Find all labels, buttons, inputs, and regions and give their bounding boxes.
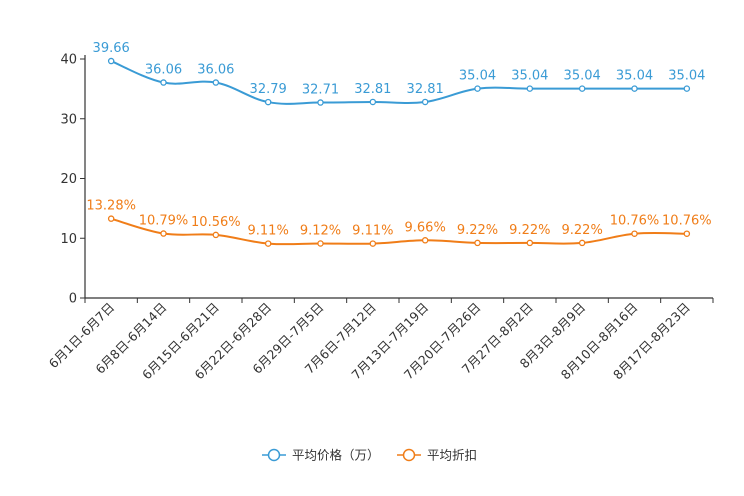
y-tick-label: 0 (69, 292, 77, 307)
legend-label: 平均折扣 (427, 448, 477, 463)
data-point-0-11[interactable] (683, 85, 691, 92)
data-label-0-9: 35.04 (564, 69, 601, 84)
data-point-0-8[interactable] (526, 85, 534, 92)
data-point-1-6[interactable] (421, 237, 429, 244)
data-label-0-8: 35.04 (511, 69, 548, 84)
legend-marker-icon (402, 448, 416, 462)
data-point-1-2[interactable] (212, 231, 220, 239)
legend[interactable]: 平均价格（万） 平均折扣 (262, 448, 477, 463)
data-point-1-9[interactable] (578, 239, 586, 247)
data-label-0-4: 32.71 (302, 83, 339, 98)
y-tick-label: 40 (60, 53, 77, 68)
data-label-0-7: 35.04 (459, 69, 496, 84)
data-point-0-0[interactable] (107, 57, 115, 65)
data-point-0-7[interactable] (474, 85, 481, 92)
data-label-1-8: 9.22% (509, 223, 550, 238)
data-point-1-1[interactable] (160, 230, 167, 237)
legend-marker-icon (267, 448, 281, 462)
data-point-0-9[interactable] (578, 85, 586, 92)
data-point-0-1[interactable] (160, 79, 167, 86)
data-point-0-6[interactable] (421, 98, 429, 106)
data-label-1-1: 10.79% (139, 214, 189, 229)
data-point-0-3[interactable] (264, 98, 272, 106)
data-point-1-10[interactable] (631, 230, 638, 237)
legend-item-1[interactable]: 平均折扣 (397, 448, 477, 463)
x-axis: 6月1日-6月7日6月8日-6月14日6月15日-6月21日6月22日-6月28… (46, 297, 714, 382)
data-label-1-2: 10.56% (191, 215, 241, 230)
data-label-0-0: 39.66 (93, 41, 130, 56)
data-label-1-3: 9.11% (248, 224, 289, 239)
data-point-0-5[interactable] (369, 98, 377, 106)
legend-item-0[interactable]: 平均价格（万） (262, 448, 380, 463)
data-label-1-4: 9.12% (300, 224, 341, 239)
data-label-1-11: 10.76% (662, 214, 712, 229)
y-tick-label: 10 (60, 232, 77, 247)
data-label-0-5: 32.81 (354, 82, 391, 97)
y-tick-label: 30 (60, 112, 77, 127)
data-point-0-10[interactable] (631, 85, 638, 92)
y-tick-label: 20 (60, 172, 77, 187)
data-label-0-3: 32.79 (250, 82, 287, 97)
data-labels: 39.66 36.06 36.06 32.79 32.71 32.81 32.81 35.04… (86, 41, 711, 239)
series-line-0 (110, 60, 687, 105)
data-label-0-6: 32.81 (407, 82, 444, 97)
data-point-0-2[interactable] (212, 79, 220, 86)
data-point-1-7[interactable] (474, 239, 481, 247)
data-label-1-6: 9.66% (405, 220, 446, 235)
data-label-1-5: 9.11% (352, 224, 393, 239)
data-label-0-2: 36.06 (197, 63, 234, 78)
series-layer (107, 57, 691, 247)
data-point-0-4[interactable] (317, 99, 324, 106)
data-point-1-0[interactable] (107, 215, 115, 222)
data-label-0-11: 35.04 (668, 69, 705, 84)
data-point-1-3[interactable] (264, 240, 272, 247)
data-label-1-9: 9.22% (562, 223, 603, 238)
data-point-1-5[interactable] (369, 240, 377, 247)
y-axis: 0 10 20 30 40 (60, 53, 86, 307)
data-label-1-0: 13.28% (86, 199, 136, 214)
series-line-1 (110, 217, 687, 246)
data-label-0-10: 35.04 (616, 69, 653, 84)
data-point-1-4[interactable] (317, 240, 324, 247)
data-label-0-1: 36.06 (145, 63, 182, 78)
data-label-1-7: 9.22% (457, 223, 498, 238)
data-label-1-10: 10.76% (610, 214, 660, 229)
data-point-1-11[interactable] (683, 230, 691, 237)
data-point-1-8[interactable] (526, 239, 534, 247)
legend-label: 平均价格（万） (292, 448, 380, 463)
